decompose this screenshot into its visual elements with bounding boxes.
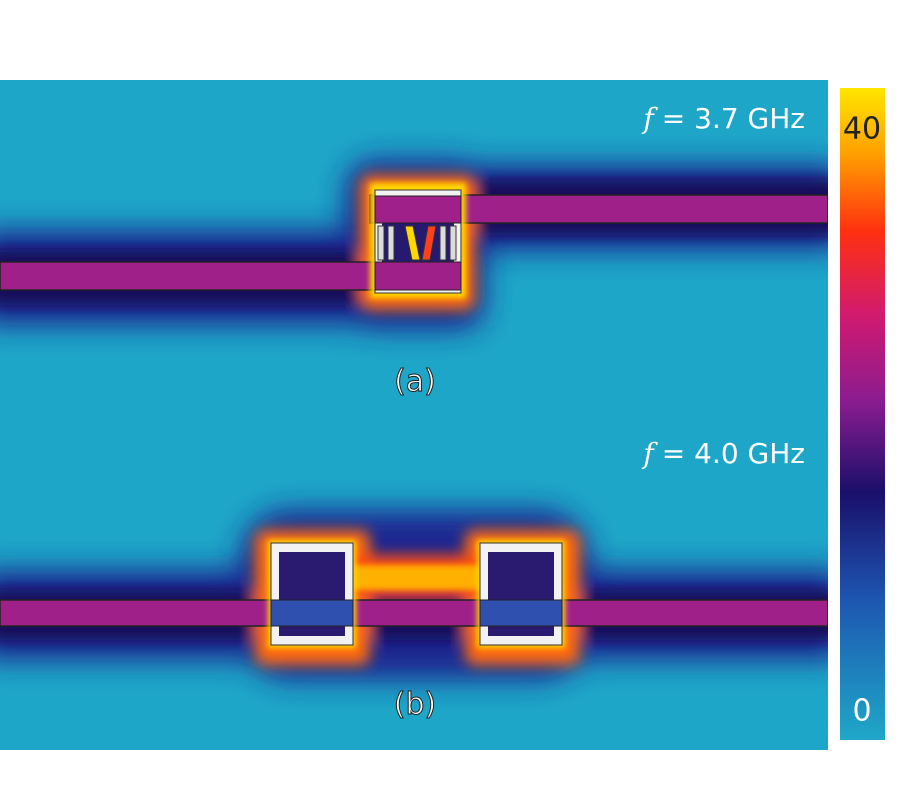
panel-label-text: (a) [394,364,436,399]
panel-label-text: (b) [394,687,436,722]
resonator [268,540,356,648]
resonator [477,540,565,648]
frequency-value: = 4.0 GHz [662,437,805,470]
frequency-label: f = 3.7 GHz [641,102,805,136]
colorbar-ticks: 0 40 [843,112,881,729]
field-map [0,80,828,750]
panel-label: (b) [394,687,436,722]
colorbar [840,88,885,740]
frequency-value: = 3.7 GHz [662,102,805,135]
frequency-label: f = 4.0 GHz [641,437,805,471]
panel-label: (a) [394,364,436,399]
colorbar-tick-label: 40 [843,112,881,147]
colorbar-tick-label: 0 [852,694,871,729]
